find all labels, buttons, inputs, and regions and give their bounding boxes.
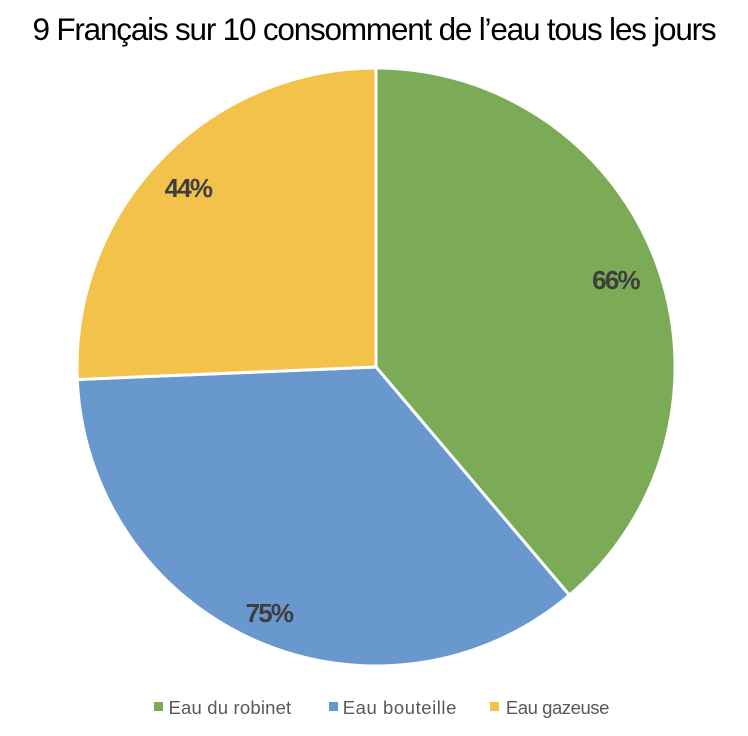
svg-text:44%: 44% [165, 173, 213, 203]
svg-text:75%: 75% [246, 598, 294, 628]
svg-text:66%: 66% [592, 265, 640, 295]
